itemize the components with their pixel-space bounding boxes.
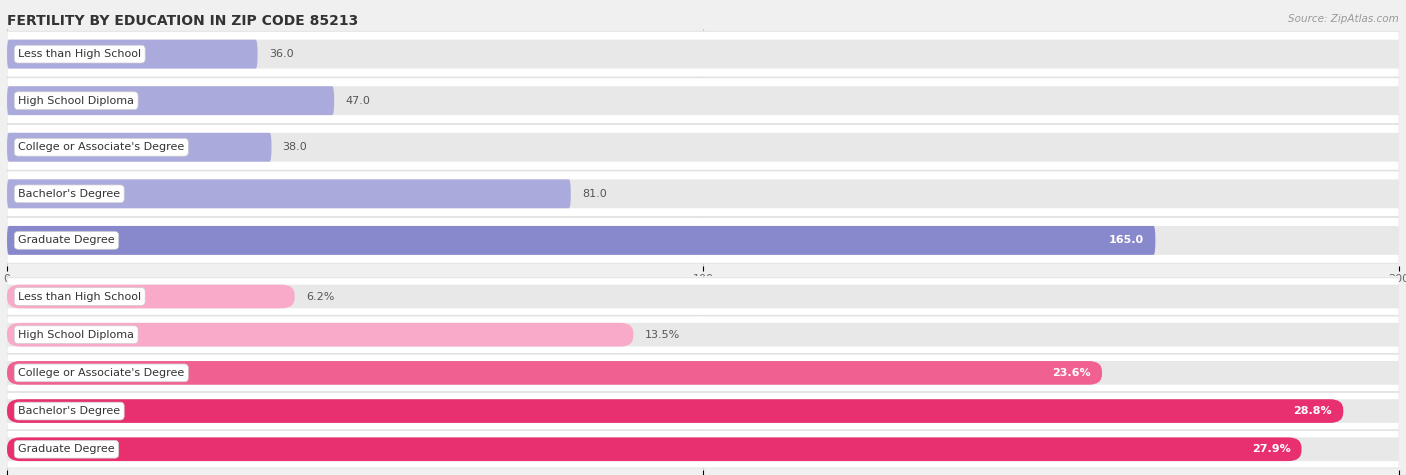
Text: 165.0: 165.0 xyxy=(1109,236,1144,246)
Text: Source: ZipAtlas.com: Source: ZipAtlas.com xyxy=(1288,14,1399,24)
FancyBboxPatch shape xyxy=(7,437,1399,461)
Text: College or Associate's Degree: College or Associate's Degree xyxy=(18,142,184,152)
FancyBboxPatch shape xyxy=(7,226,1399,255)
Text: Less than High School: Less than High School xyxy=(18,49,141,59)
Text: Bachelor's Degree: Bachelor's Degree xyxy=(18,189,121,199)
Text: 38.0: 38.0 xyxy=(283,142,308,152)
FancyBboxPatch shape xyxy=(7,133,271,162)
Text: College or Associate's Degree: College or Associate's Degree xyxy=(18,368,184,378)
FancyBboxPatch shape xyxy=(7,40,257,68)
FancyBboxPatch shape xyxy=(7,40,1399,68)
FancyBboxPatch shape xyxy=(7,430,1399,468)
FancyBboxPatch shape xyxy=(7,361,1102,385)
FancyBboxPatch shape xyxy=(7,361,1399,385)
FancyBboxPatch shape xyxy=(7,399,1343,423)
Text: 13.5%: 13.5% xyxy=(644,330,679,340)
FancyBboxPatch shape xyxy=(7,392,1399,430)
FancyBboxPatch shape xyxy=(7,278,1399,315)
Text: Graduate Degree: Graduate Degree xyxy=(18,444,115,454)
Text: 47.0: 47.0 xyxy=(346,95,370,105)
FancyBboxPatch shape xyxy=(7,323,1399,347)
Text: High School Diploma: High School Diploma xyxy=(18,95,134,105)
FancyBboxPatch shape xyxy=(7,316,1399,353)
Text: Bachelor's Degree: Bachelor's Degree xyxy=(18,406,121,416)
FancyBboxPatch shape xyxy=(7,180,1399,208)
FancyBboxPatch shape xyxy=(7,133,1399,162)
FancyBboxPatch shape xyxy=(7,285,295,308)
FancyBboxPatch shape xyxy=(7,285,1399,308)
Text: 27.9%: 27.9% xyxy=(1251,444,1291,454)
Text: 23.6%: 23.6% xyxy=(1052,368,1091,378)
FancyBboxPatch shape xyxy=(7,437,1302,461)
Text: Graduate Degree: Graduate Degree xyxy=(18,236,115,246)
Text: 28.8%: 28.8% xyxy=(1294,406,1331,416)
FancyBboxPatch shape xyxy=(7,171,1399,217)
Text: High School Diploma: High School Diploma xyxy=(18,330,134,340)
Text: Less than High School: Less than High School xyxy=(18,292,141,302)
FancyBboxPatch shape xyxy=(7,31,1399,77)
FancyBboxPatch shape xyxy=(7,86,1399,115)
FancyBboxPatch shape xyxy=(7,180,571,208)
FancyBboxPatch shape xyxy=(7,323,633,347)
FancyBboxPatch shape xyxy=(7,124,1399,170)
Text: 36.0: 36.0 xyxy=(269,49,294,59)
FancyBboxPatch shape xyxy=(7,218,1399,263)
FancyBboxPatch shape xyxy=(7,78,1399,124)
Text: FERTILITY BY EDUCATION IN ZIP CODE 85213: FERTILITY BY EDUCATION IN ZIP CODE 85213 xyxy=(7,14,359,28)
FancyBboxPatch shape xyxy=(7,399,1399,423)
FancyBboxPatch shape xyxy=(7,86,335,115)
Text: 81.0: 81.0 xyxy=(582,189,606,199)
FancyBboxPatch shape xyxy=(7,354,1399,391)
FancyBboxPatch shape xyxy=(7,226,1156,255)
Text: 6.2%: 6.2% xyxy=(307,292,335,302)
